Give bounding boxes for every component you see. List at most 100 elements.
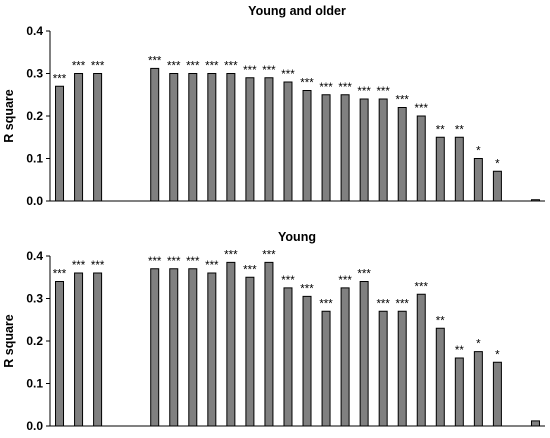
bar (188, 268, 198, 427)
bar (530, 420, 540, 427)
bar (359, 281, 369, 427)
bar (150, 67, 160, 202)
significance-label: *** (148, 256, 162, 268)
significance-label: * (495, 158, 500, 170)
bar (283, 81, 293, 202)
significance-label: *** (357, 269, 371, 281)
y-tick-label: 0.0 (26, 194, 43, 208)
bar (264, 261, 274, 427)
bar (169, 73, 179, 202)
bar (245, 276, 255, 427)
bar (283, 287, 293, 427)
y-tick-label: 0.3 (26, 67, 43, 81)
significance-label: *** (281, 69, 295, 81)
bottom-panel-title: Young (278, 230, 316, 244)
significance-label: *** (53, 269, 67, 281)
bar (169, 268, 179, 427)
significance-label: *** (148, 55, 162, 67)
bar (378, 98, 388, 202)
y-tick-label: 0.4 (26, 249, 43, 263)
significance-label: *** (186, 256, 200, 268)
significance-label: *** (395, 95, 409, 107)
bar (530, 199, 540, 202)
y-tick-label: 0.0 (26, 419, 43, 433)
bar (207, 272, 217, 427)
significance-label: ** (436, 124, 445, 136)
bar (454, 136, 464, 202)
significance-label: *** (300, 283, 314, 295)
bar (397, 107, 407, 202)
y-tick-label: 0.1 (26, 152, 43, 166)
significance-label: *** (338, 82, 352, 94)
bar (454, 357, 464, 427)
bar (340, 94, 350, 202)
significance-label: *** (300, 78, 314, 90)
bar (435, 136, 445, 202)
significance-label: ** (455, 124, 464, 136)
top-panel-title: Young and older (248, 4, 346, 18)
bar (416, 293, 426, 427)
significance-label: * (495, 349, 500, 361)
significance-label: *** (376, 298, 390, 310)
significance-label: *** (338, 275, 352, 287)
bar (93, 73, 103, 202)
bar (302, 295, 312, 427)
significance-label: * (476, 146, 481, 158)
bar (302, 90, 312, 202)
bar (93, 272, 103, 427)
bar (397, 310, 407, 427)
significance-label: *** (167, 256, 181, 268)
bar (188, 73, 198, 202)
bar (321, 310, 331, 427)
significance-label: *** (262, 65, 276, 77)
significance-label: ** (436, 315, 445, 327)
significance-label: *** (376, 86, 390, 98)
bar (245, 77, 255, 202)
y-tick-label: 0.1 (26, 377, 43, 391)
significance-label: ** (455, 345, 464, 357)
significance-label: *** (395, 298, 409, 310)
significance-label: *** (72, 260, 86, 272)
bar (55, 281, 65, 427)
bar (492, 170, 502, 202)
top-panel: Young and older R square 0.0 0.1 0.2 0.3 0.4… (2, 4, 545, 208)
significance-label: *** (319, 82, 333, 94)
bar (264, 77, 274, 202)
bar (340, 287, 350, 427)
significance-label: *** (186, 61, 200, 73)
bar (359, 98, 369, 202)
bar (226, 73, 236, 202)
bar (74, 272, 84, 427)
y-tick-label: 0.2 (26, 109, 43, 123)
bar (492, 361, 502, 427)
bar (473, 351, 483, 427)
bar (55, 85, 65, 202)
significance-label: *** (224, 61, 238, 73)
significance-label: *** (167, 61, 181, 73)
significance-label: *** (91, 61, 105, 73)
bottom-panel-y-axis-label: R square (2, 314, 16, 368)
significance-label: *** (357, 86, 371, 98)
significance-label: *** (224, 249, 238, 261)
bar (321, 94, 331, 202)
significance-label: *** (243, 65, 257, 77)
significance-label: *** (72, 61, 86, 73)
significance-label: *** (319, 298, 333, 310)
y-tick-label: 0.2 (26, 334, 43, 348)
y-tick-label: 0.4 (26, 24, 43, 38)
bar (416, 115, 426, 202)
significance-label: *** (205, 61, 219, 73)
significance-label: *** (243, 264, 257, 276)
significance-label: * (476, 339, 481, 351)
bar (150, 268, 160, 427)
bar (378, 310, 388, 427)
significance-label: *** (91, 260, 105, 272)
bar (435, 327, 445, 427)
bar (473, 158, 483, 202)
significance-label: *** (281, 275, 295, 287)
significance-label: *** (415, 281, 429, 293)
significance-label: *** (53, 73, 67, 85)
y-tick-label: 0.3 (26, 292, 43, 306)
significance-label: *** (415, 103, 429, 115)
